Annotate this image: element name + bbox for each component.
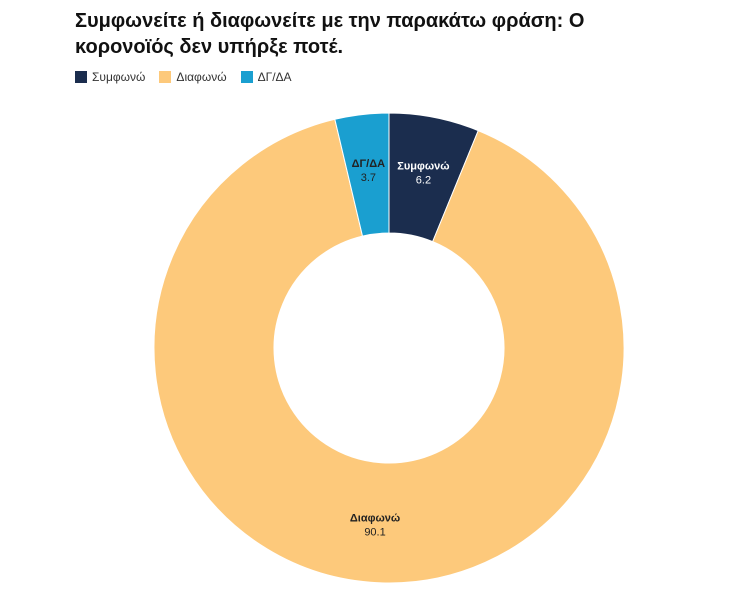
chart-title: Συμφωνείτε ή διαφωνείτε με την παρακάτω … xyxy=(75,10,585,58)
slice-value: 3.7 xyxy=(361,172,376,184)
slice-label: Διαφωνώ xyxy=(350,512,400,524)
legend-swatch xyxy=(75,71,87,83)
legend-label: ΔΓ/ΔΑ xyxy=(257,70,292,84)
slice-value: 90.1 xyxy=(364,526,385,538)
legend-item: Συμφωνώ xyxy=(75,70,145,84)
legend-item: Διαφωνώ xyxy=(159,70,227,84)
legend-swatch xyxy=(240,71,253,83)
slice xyxy=(153,118,625,584)
legend-label: Συμφωνώ xyxy=(92,70,146,84)
legend-label: Διαφωνώ xyxy=(176,70,227,84)
slice-value: 6.2 xyxy=(416,174,431,186)
legend-item: ΔΓ/ΔΑ xyxy=(240,70,292,84)
slice xyxy=(334,112,390,237)
legend: Συμφωνώ Διαφωνώ ΔΓ/ΔΑ xyxy=(75,70,292,84)
slice-label: Συμφωνώ xyxy=(397,160,449,172)
slice-label: ΔΓ/ΔΑ xyxy=(352,158,385,170)
legend-swatch xyxy=(159,71,172,83)
